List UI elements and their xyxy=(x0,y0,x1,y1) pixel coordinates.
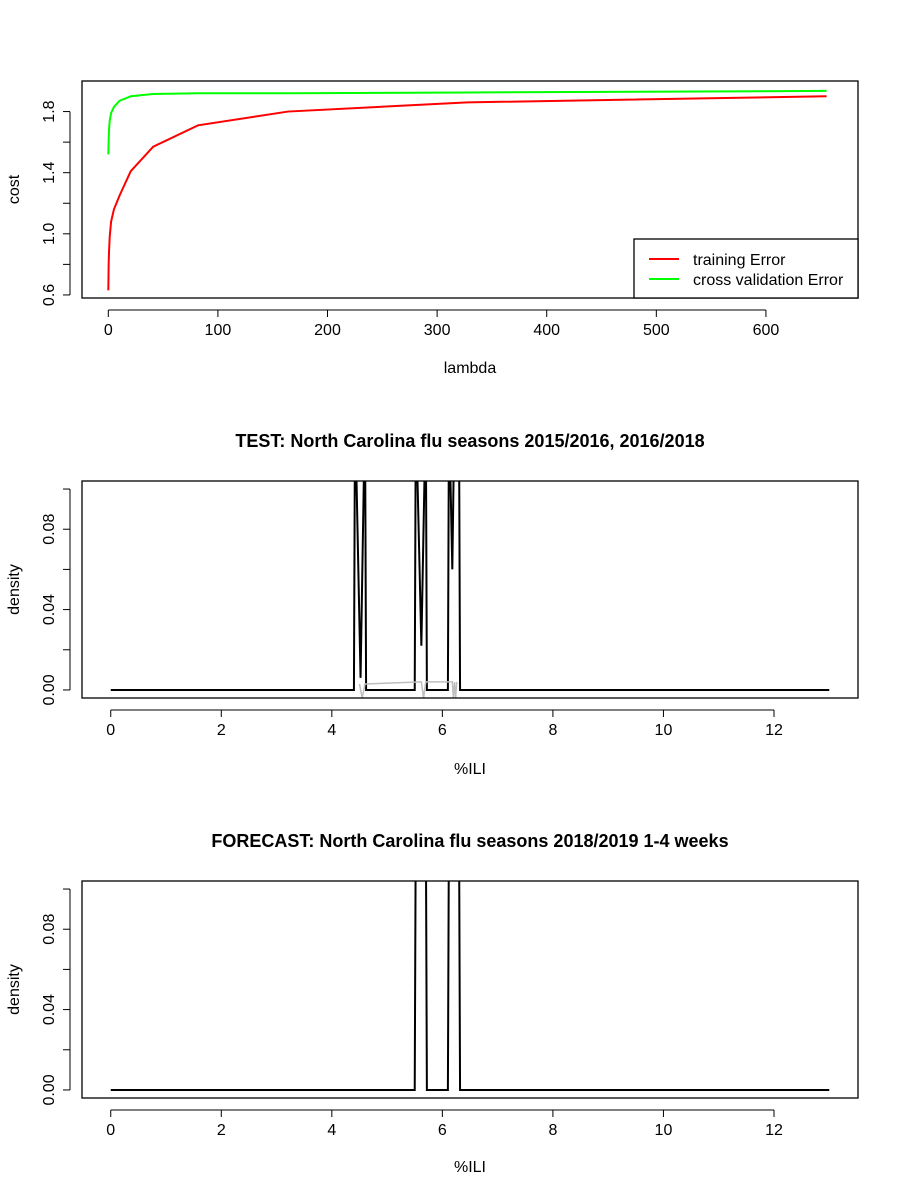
y-tick-label: 0.04 xyxy=(41,994,58,1025)
x-tick-label: 500 xyxy=(643,322,670,339)
x-tick-label: 0 xyxy=(106,722,115,739)
legend: training Error cross validation Error xyxy=(633,238,859,299)
x-tick-label: 600 xyxy=(753,322,780,339)
y-tick-label: 0.08 xyxy=(41,914,58,945)
x-tick-label: 8 xyxy=(548,1122,557,1139)
x-tick-label: 4 xyxy=(327,1122,336,1139)
y-axis-title: density xyxy=(6,964,23,1015)
series-line-2 xyxy=(107,89,827,155)
chart-panel-1: 0 100 200 300 400 500 600 0.6 1.0 1.4 1.8 lambda cos… xyxy=(6,80,859,377)
legend-box xyxy=(633,238,859,299)
plot-frame xyxy=(81,880,859,1099)
legend-label: training Error xyxy=(693,252,786,269)
series-line-1 xyxy=(107,95,827,291)
y-tick-label: 0.04 xyxy=(41,594,58,625)
series-line-1 xyxy=(110,881,830,1091)
x-tick-label: 4 xyxy=(327,722,336,739)
y-tick-label: 1.8 xyxy=(41,100,58,122)
chart-panel-3: 0 2 4 6 8 10 12 0.00 0.04 0.08 %ILI density FORECAST… xyxy=(6,831,859,1176)
y-axis-title: cost xyxy=(6,174,23,204)
x-tick-label: 10 xyxy=(655,1122,673,1139)
x-axis-title: %ILI xyxy=(454,1159,486,1176)
x-tick-label: 300 xyxy=(424,322,451,339)
x-axis-title: %ILI xyxy=(454,761,486,778)
x-tick-label: 10 xyxy=(655,722,673,739)
y-tick-label: 0.00 xyxy=(41,1074,58,1105)
x-tick-label: 2 xyxy=(217,722,226,739)
x-tick-label: 100 xyxy=(205,322,232,339)
chart-title: TEST: North Carolina flu seasons 2015/20… xyxy=(235,431,704,451)
series-line-1 xyxy=(110,481,830,691)
x-tick-label: 12 xyxy=(765,722,783,739)
plot-frame xyxy=(81,480,859,699)
x-tick-label: 2 xyxy=(217,1122,226,1139)
legend-label: cross validation Error xyxy=(693,272,844,289)
chart-panel-2: 0 2 4 6 8 10 12 0.00 0.04 0.08 %ILI density TEST: No… xyxy=(6,431,859,778)
y-tick-label: 1.0 xyxy=(41,223,58,245)
x-tick-label: 200 xyxy=(314,322,341,339)
chart-title: FORECAST: North Carolina flu seasons 201… xyxy=(211,831,728,851)
x-axis-title: lambda xyxy=(444,360,497,377)
x-tick-label: 0 xyxy=(106,1122,115,1139)
y-tick-label: 0.00 xyxy=(41,674,58,705)
x-tick-label: 6 xyxy=(438,722,447,739)
y-tick-label: 0.08 xyxy=(41,514,58,545)
plot-frame xyxy=(81,80,859,299)
y-tick-label: 0.6 xyxy=(41,284,58,306)
y-tick-label: 1.4 xyxy=(41,161,58,183)
y-axis-title: density xyxy=(6,564,23,615)
series-line-2 xyxy=(358,681,458,698)
x-tick-label: 0 xyxy=(104,322,113,339)
x-tick-label: 6 xyxy=(438,1122,447,1139)
x-tick-label: 12 xyxy=(765,1122,783,1139)
x-tick-label: 8 xyxy=(548,722,557,739)
x-tick-label: 400 xyxy=(533,322,560,339)
